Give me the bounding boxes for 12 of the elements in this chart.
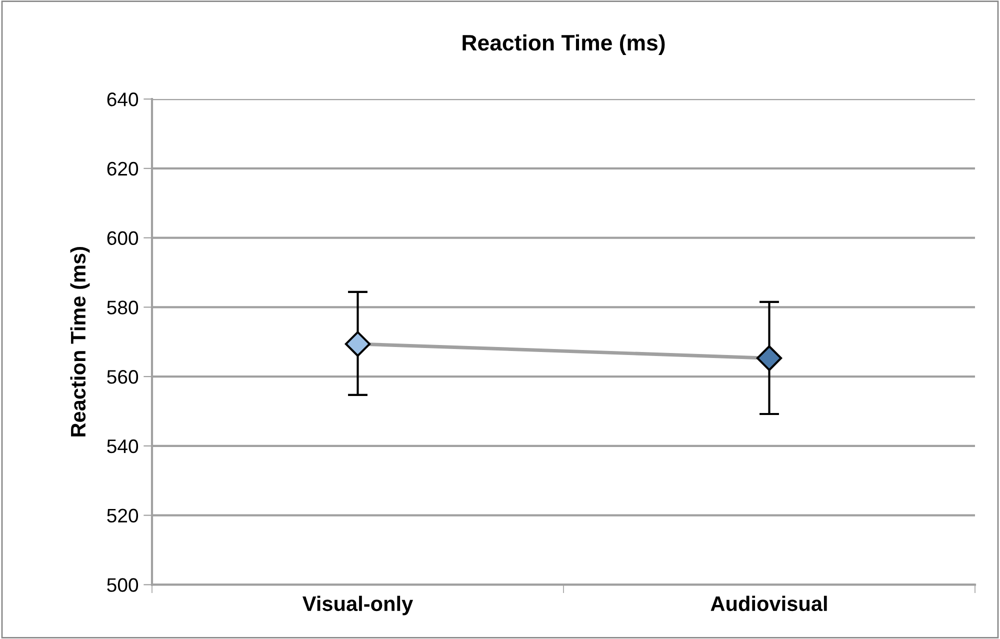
- y-tick-label: 560: [107, 370, 138, 384]
- y-tick-label: 500: [107, 578, 138, 592]
- x-tick-label: Visual-only: [302, 596, 414, 616]
- y-tick-label: 580: [107, 300, 138, 314]
- y-axis-title: Reaction Time (ms): [70, 246, 90, 436]
- y-tick-label: 640: [107, 92, 138, 106]
- y-tick-label: 620: [107, 162, 138, 176]
- y-tick-label: 600: [107, 231, 138, 246]
- chart-title: Reaction Time (ms): [462, 34, 665, 56]
- y-tick-label: 520: [107, 508, 138, 523]
- y-tick-label: 540: [107, 439, 138, 454]
- x-tick-label: Audiovisual: [710, 596, 827, 612]
